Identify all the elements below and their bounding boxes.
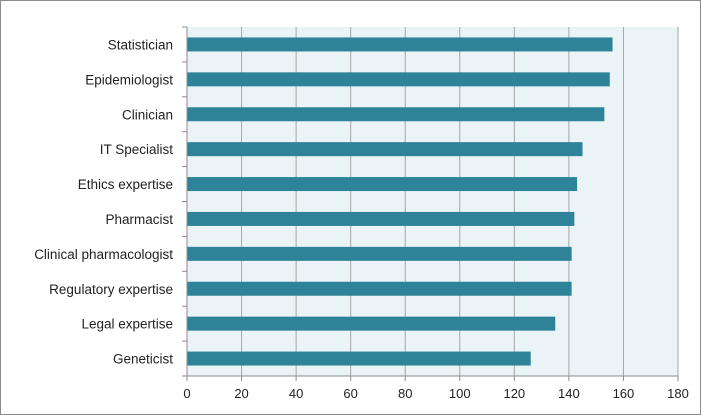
bar-statistician: [187, 37, 613, 52]
category-label-epidemiologist: Epidemiologist: [85, 72, 173, 87]
bar-legal-expertise: [187, 316, 556, 331]
x-tick-label-120: 120: [503, 386, 525, 401]
x-tick-label-40: 40: [289, 386, 303, 401]
category-label-geneticist: Geneticist: [113, 352, 173, 367]
axes: [182, 26, 679, 381]
category-label-it-specialist: IT Specialist: [100, 142, 174, 157]
bar-clinician: [187, 107, 605, 122]
category-label-pharmacist: Pharmacist: [105, 212, 173, 227]
bar-ethics-expertise: [187, 177, 578, 192]
x-tick-label-180: 180: [667, 386, 689, 401]
x-tick-labels: 0 20 40 60 80 100 120 140 160 180: [183, 386, 688, 401]
bar-pharmacist: [187, 211, 575, 226]
category-label-legal-expertise: Legal expertise: [81, 317, 173, 332]
x-tick-label-20: 20: [234, 386, 248, 401]
category-label-clinical-pharmacologist: Clinical pharmacologist: [34, 247, 173, 262]
bar-regulatory-expertise: [187, 281, 572, 296]
x-tick-label-140: 140: [558, 386, 580, 401]
x-tick-label-100: 100: [449, 386, 471, 401]
category-label-ethics-expertise: Ethics expertise: [78, 177, 173, 192]
category-label-clinician: Clinician: [122, 107, 173, 122]
bar-geneticist: [187, 351, 531, 366]
bar-epidemiologist: [187, 72, 610, 87]
x-tick-label-80: 80: [398, 386, 412, 401]
bar-it-specialist: [187, 142, 583, 157]
x-tick-label-0: 0: [183, 386, 190, 401]
x-tick-label-60: 60: [343, 386, 357, 401]
category-label-regulatory-expertise: Regulatory expertise: [49, 282, 173, 297]
category-labels: Statistician Epidemiologist Clinician IT Sp…: [34, 37, 173, 366]
bar-clinical-pharmacologist: [187, 246, 572, 261]
bars: [187, 37, 613, 366]
category-label-statistician: Statistician: [108, 37, 173, 52]
x-tick-label-160: 160: [613, 386, 635, 401]
